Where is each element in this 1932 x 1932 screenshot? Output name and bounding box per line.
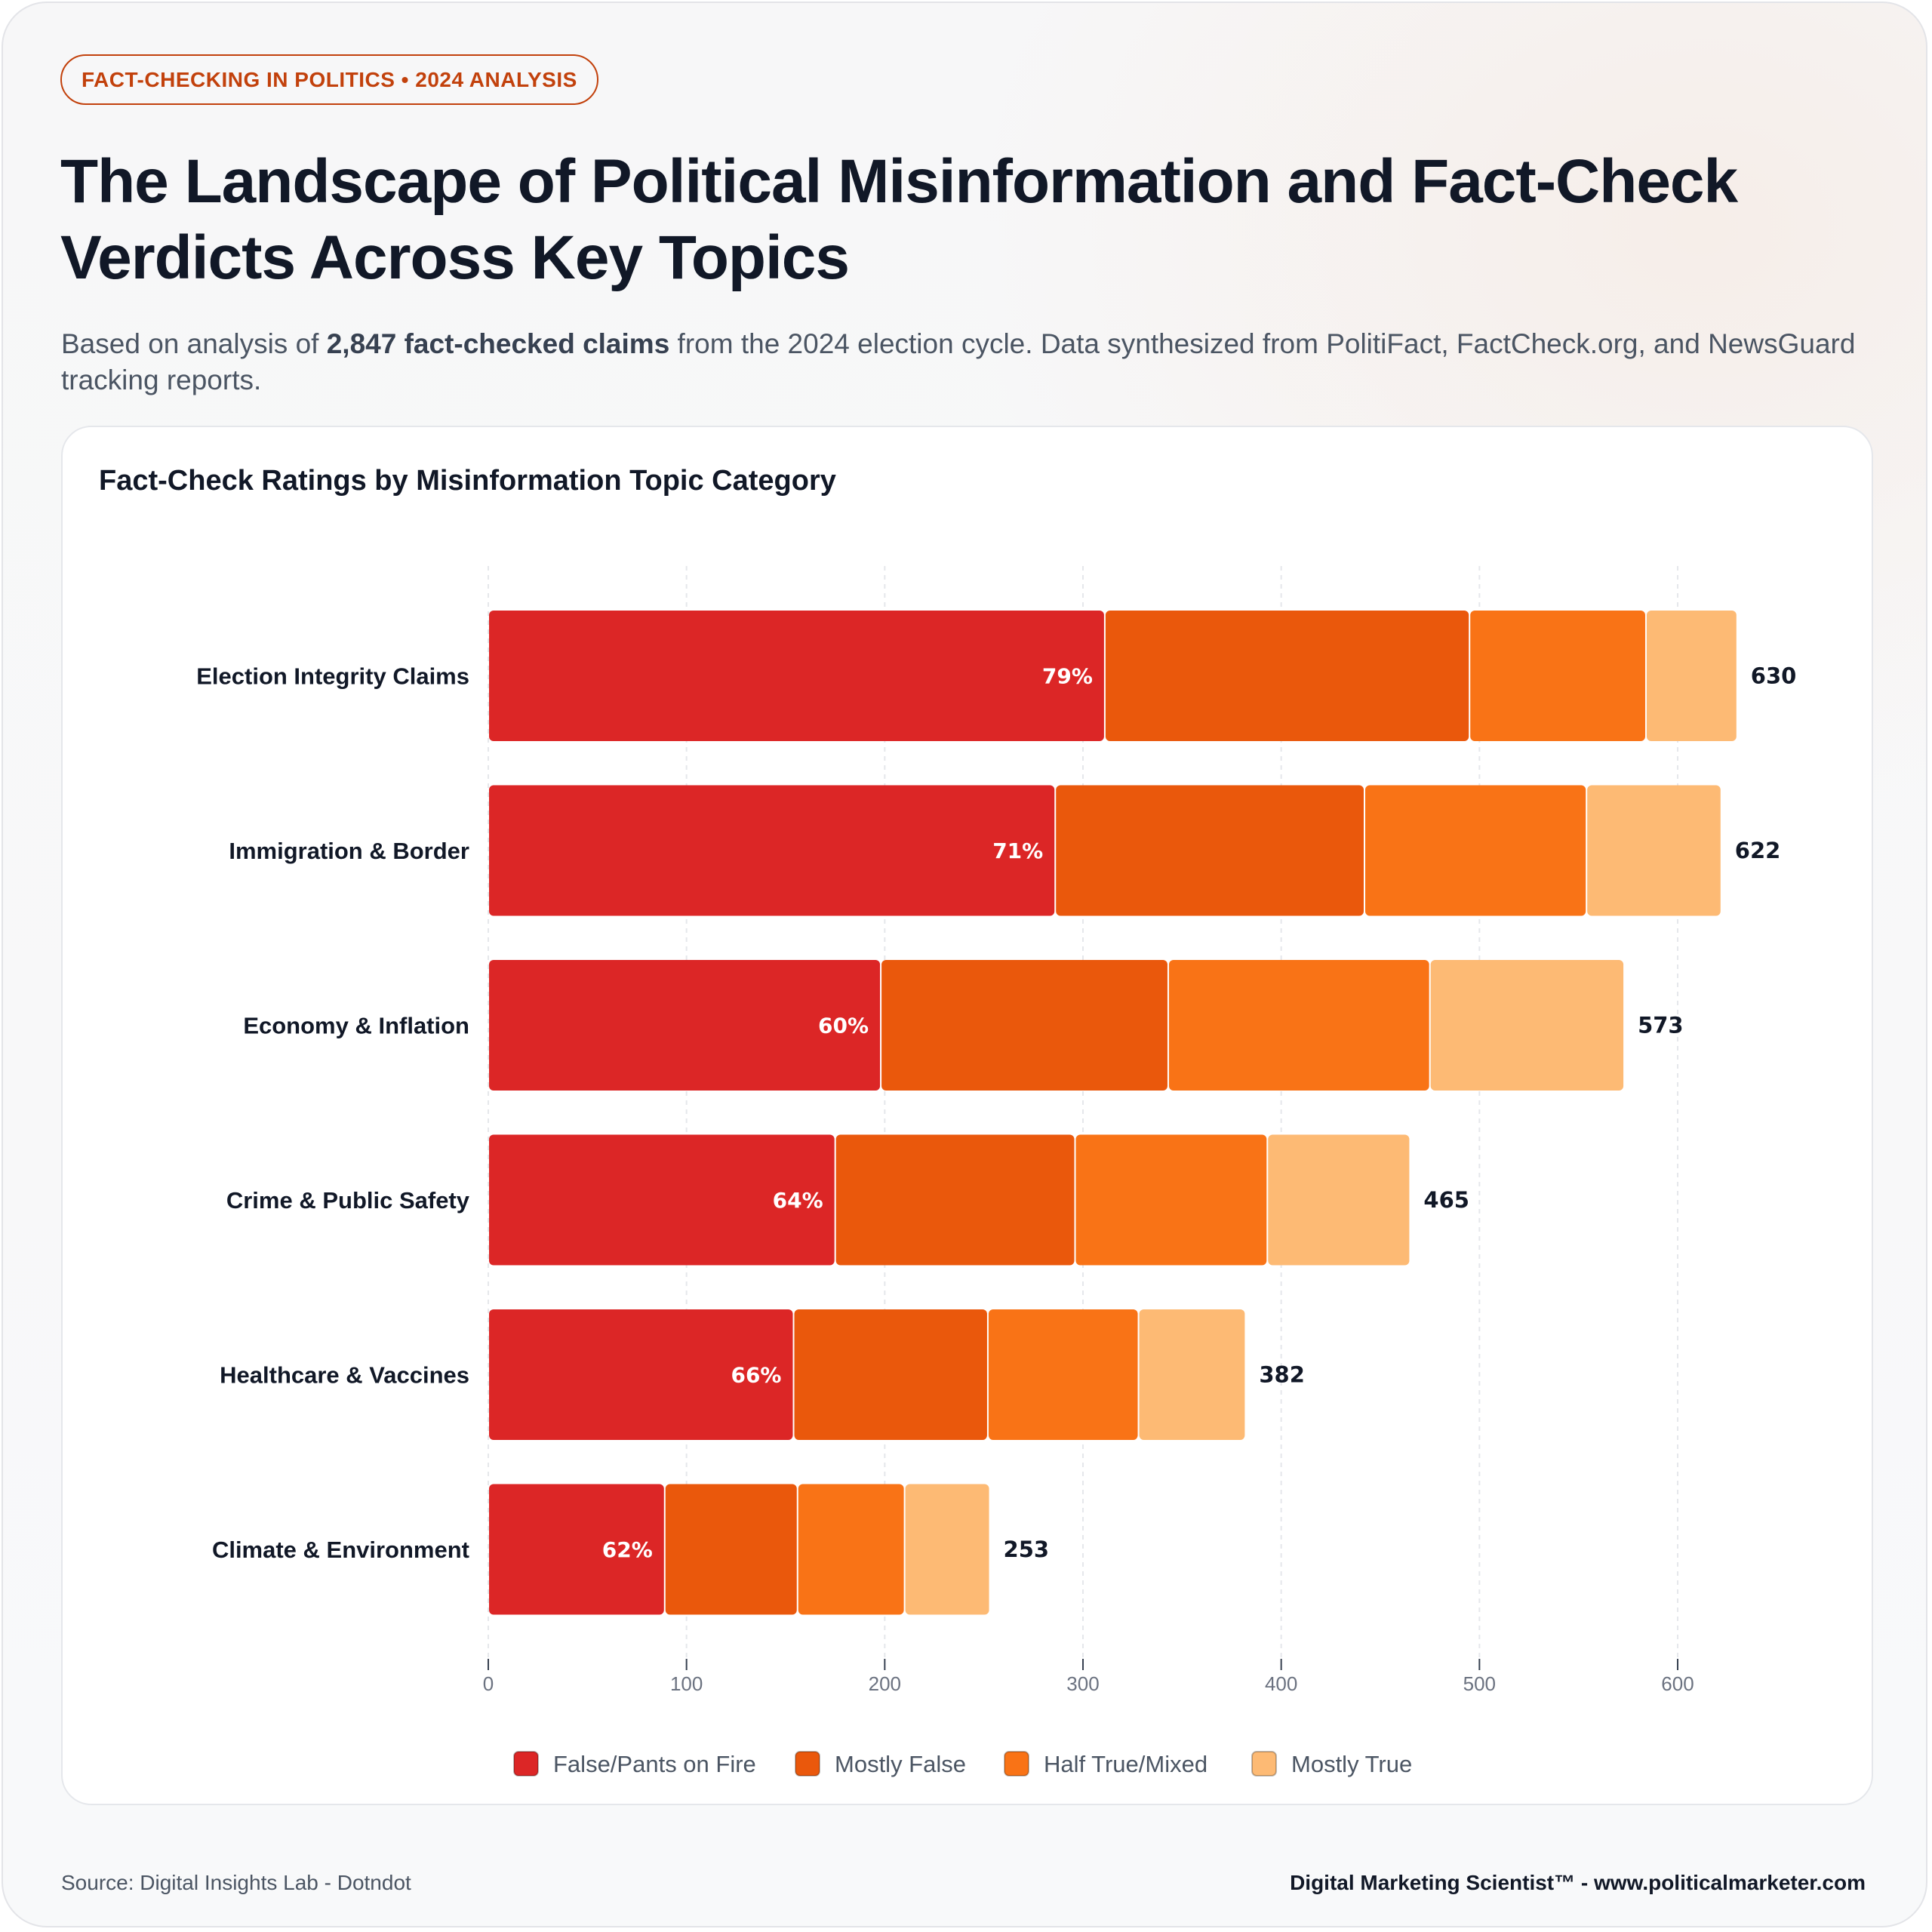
false-share-label: 64% xyxy=(773,1188,823,1213)
false-share-label: 60% xyxy=(818,1014,869,1038)
category-badge: FACT-CHECKING IN POLITICS • 2024 ANALYSI… xyxy=(60,54,598,105)
legend-label: False/Pants on Fire xyxy=(553,1751,756,1777)
stacked-bar-chart: 0 100 200 300 400 500 600 Election Integrity Cl… xyxy=(196,566,1797,1777)
bar-segment-mostly-false xyxy=(835,1134,1075,1266)
brand-credit: Digital Marketing Scientist™ - www.polit… xyxy=(1290,1871,1866,1894)
total-label: 253 xyxy=(1004,1537,1050,1562)
legend-swatch xyxy=(513,1751,539,1777)
page-title: The Landscape of Political Misinformatio… xyxy=(60,147,1738,292)
bar-segment-half-true-mixed xyxy=(1075,1134,1267,1266)
bar-segment-mostly-true xyxy=(1268,1134,1410,1266)
x-tick-label: 200 xyxy=(869,1672,901,1695)
bar-segment-false-pants-on-fire xyxy=(489,960,881,1091)
false-share-label: 71% xyxy=(992,838,1043,863)
bar-segment-false-pants-on-fire xyxy=(489,1134,835,1266)
x-tick-label: 400 xyxy=(1265,1672,1297,1695)
false-share-label: 66% xyxy=(731,1363,781,1388)
legend-label: Half True/Mixed xyxy=(1044,1751,1208,1777)
total-label: 573 xyxy=(1638,1013,1684,1038)
bar-segment-mostly-true xyxy=(1646,611,1737,741)
bar-segment-half-true-mixed xyxy=(1364,785,1586,916)
total-label: 382 xyxy=(1259,1362,1305,1388)
x-tick-label: 300 xyxy=(1066,1672,1099,1695)
x-tick-label: 100 xyxy=(670,1672,703,1695)
subtitle-claims-count: 2,847 fact-checked claims xyxy=(326,328,670,359)
category-label: Healthcare & Vaccines xyxy=(220,1362,469,1389)
bar-segment-mostly-false xyxy=(665,1484,797,1615)
bar-segment-half-true-mixed xyxy=(1470,611,1645,741)
legend-swatch xyxy=(1004,1751,1029,1777)
bar-segment-half-true-mixed xyxy=(988,1309,1138,1440)
legend-swatch xyxy=(1251,1751,1277,1777)
subtitle-text-post: from the 2024 election cycle. Data synth… xyxy=(61,328,1856,395)
bar-segment-false-pants-on-fire xyxy=(489,785,1055,916)
bar-segment-false-pants-on-fire xyxy=(489,1309,793,1440)
category-label: Climate & Environment xyxy=(212,1537,469,1563)
chart-title: Fact-Check Ratings by Misinformation Top… xyxy=(99,465,836,497)
false-share-label: 79% xyxy=(1042,664,1093,689)
subtitle-text-pre: Based on analysis of xyxy=(61,328,327,359)
x-tick-label: 0 xyxy=(483,1672,494,1695)
bar-segment-mostly-true xyxy=(1139,1309,1245,1440)
x-tick-label: 600 xyxy=(1661,1672,1694,1695)
bar-segment-mostly-true xyxy=(1587,785,1721,916)
legend-swatch xyxy=(795,1751,820,1777)
category-label: Economy & Inflation xyxy=(243,1013,469,1039)
legend-label: Mostly True xyxy=(1291,1751,1412,1777)
total-label: 622 xyxy=(1735,838,1781,863)
category-label: Crime & Public Safety xyxy=(226,1187,470,1214)
total-label: 465 xyxy=(1423,1187,1469,1213)
bar-segment-mostly-true xyxy=(1430,960,1624,1091)
bar-segment-mostly-false xyxy=(881,960,1168,1091)
bar-segment-half-true-mixed xyxy=(1168,960,1429,1091)
bar-segment-false-pants-on-fire xyxy=(489,611,1104,741)
page-subtitle: Based on analysis of 2,847 fact-checked … xyxy=(61,326,1887,398)
bar-segment-mostly-false xyxy=(794,1309,987,1440)
x-tick-label: 500 xyxy=(1463,1672,1496,1695)
bar-segment-mostly-false xyxy=(1056,785,1364,916)
bar-segment-mostly-false xyxy=(1105,611,1469,741)
total-label: 630 xyxy=(1751,663,1797,689)
source-credit: Source: Digital Insights Lab - Dotndot xyxy=(61,1871,411,1894)
category-label: Immigration & Border xyxy=(229,838,469,864)
bar-segment-mostly-true xyxy=(905,1484,989,1615)
false-share-label: 62% xyxy=(602,1537,653,1562)
bar-segment-half-true-mixed xyxy=(798,1484,904,1615)
legend-label: Mostly False xyxy=(835,1751,966,1777)
bar-segment-false-pants-on-fire xyxy=(489,1484,664,1615)
category-label: Election Integrity Claims xyxy=(196,663,469,690)
